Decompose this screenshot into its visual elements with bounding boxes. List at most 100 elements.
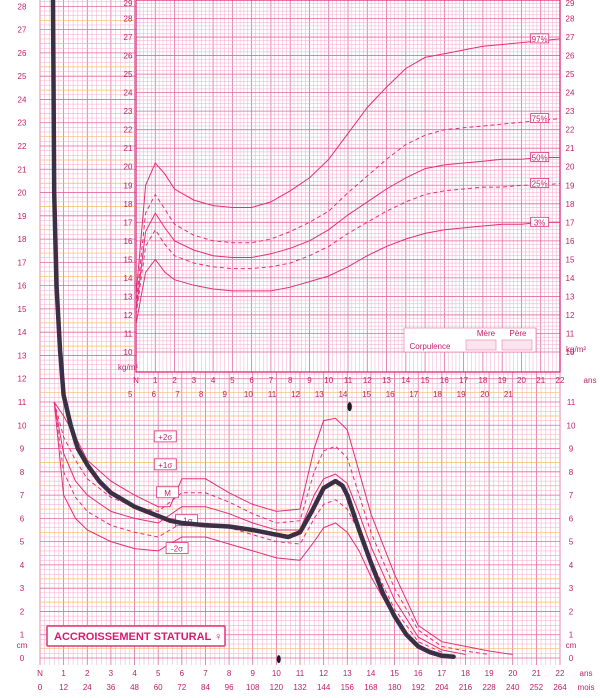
x-tick-months: 156: [341, 683, 355, 692]
chart-title: ACCROISSEMENT STATURAL ♀: [54, 631, 222, 643]
x-tick-months: 204: [435, 683, 449, 692]
x-tick-months: 72: [177, 683, 186, 692]
x-tick-months: 168: [364, 683, 378, 692]
x-tick-months: 12: [59, 683, 68, 692]
y-tick-left: 28: [18, 2, 27, 11]
x-tick-years: 12: [319, 669, 328, 678]
x-tick-top-growth: 20: [480, 390, 489, 399]
corpulence-legend-mere: Mère: [477, 329, 496, 338]
bmi-percentile-curve-4: [135, 221, 560, 325]
y-tick-left: 14: [18, 328, 27, 337]
bmi-y-tick-right: 29: [566, 0, 575, 8]
bmi-x-tick: 13: [382, 376, 391, 385]
y-tick-left: 8: [20, 468, 25, 477]
x-tick-years: 17: [437, 669, 446, 678]
bmi-x-tick: 11: [344, 376, 353, 385]
bmi-percentile-label-box: [530, 178, 550, 188]
x-axis-label-mois: mois: [578, 683, 595, 692]
x-tick-months: 84: [201, 683, 210, 692]
y-axis-label-cm-right: cm: [566, 641, 577, 650]
bmi-y-tick-right: 12: [566, 311, 575, 320]
bmi-y-tick-right: 17: [566, 218, 575, 227]
y-tick-left: 21: [18, 165, 27, 174]
bmi-y-tick-right: 26: [566, 52, 575, 61]
x-tick-months: 132: [293, 683, 307, 692]
corpulence-legend-title: Corpulence: [410, 342, 451, 351]
x-tick-months: 36: [106, 683, 115, 692]
x-tick-months: 120: [270, 683, 284, 692]
y-tick-left: 1: [20, 631, 25, 640]
bmi-y-tick-left: 22: [124, 126, 133, 135]
bmi-y-tick-left: 11: [124, 329, 133, 338]
bmi-y-tick-right: 18: [566, 200, 575, 209]
x-tick-years: 14: [366, 669, 375, 678]
x-tick-years: 9: [251, 669, 256, 678]
x-tick-top-growth: 15: [362, 390, 371, 399]
x-tick-top-growth: 11: [268, 390, 277, 399]
y-tick-right: 3: [569, 584, 574, 593]
growth-sd-label-box: [156, 486, 180, 499]
y-tick-left: 10: [18, 421, 27, 430]
y-tick-left: 13: [18, 351, 27, 360]
bmi-y-tick-left: 25: [124, 70, 133, 79]
bmi-y-tick-right: 27: [566, 33, 575, 42]
bmi-y-tick-right: 28: [566, 15, 575, 24]
bmi-percentile-label: 50%: [532, 153, 548, 162]
y-tick-left: 22: [18, 142, 27, 151]
x-tick-months: 264: [553, 683, 567, 692]
x-tick-years: 15: [390, 669, 399, 678]
y-tick-right: 4: [569, 561, 574, 570]
chart-title-box: [46, 625, 226, 647]
bmi-panel-border: [135, 0, 561, 373]
x-tick-years: 6: [180, 669, 185, 678]
bmi-percentile-label: 75%: [532, 115, 548, 124]
x-tick-years: 8: [227, 669, 232, 678]
x-tick-years: 16: [414, 669, 423, 678]
x-tick-years: 19: [485, 669, 494, 678]
y-tick-left: 3: [20, 584, 25, 593]
x-axis-label-ans-bottom: ans: [580, 669, 593, 678]
y-tick-left: 17: [18, 258, 27, 267]
bmi-x-tick: 21: [536, 376, 545, 385]
y-tick-right: 7: [569, 491, 574, 500]
bmi-x-tick: 12: [363, 376, 372, 385]
bmi-x-tick: 9: [307, 376, 312, 385]
bmi-y-tick-left: 13: [124, 292, 133, 301]
corpulence-legend-field-pere: [501, 339, 533, 351]
x-tick-months: 228: [482, 683, 496, 692]
bmi-percentile-label: 97%: [532, 35, 548, 44]
bmi-y-tick-left: 23: [124, 107, 133, 116]
bmi-percentile-label-box: [530, 33, 550, 44]
bmi-y-tick-left: 14: [124, 274, 133, 283]
y-tick-left: 15: [18, 305, 27, 314]
x-tick-months: 96: [225, 683, 234, 692]
bmi-y-tick-right: 10: [566, 348, 575, 357]
pen-mark: [276, 655, 281, 664]
x-tick-months: 144: [317, 683, 331, 692]
bmi-x-tick: 1: [153, 376, 158, 385]
growth-sd-label: -1σ: [181, 517, 193, 526]
bmi-y-tick-left: 26: [124, 52, 133, 61]
x-tick-months: 216: [459, 683, 473, 692]
bmi-percentile-curve-3: [135, 182, 561, 315]
bmi-y-tick-left: 16: [124, 237, 133, 246]
y-tick-right: 6: [569, 514, 574, 523]
x-tick-months: 108: [246, 683, 260, 692]
x-tick-months: 48: [130, 683, 139, 692]
bmi-x-tick: 8: [288, 376, 293, 385]
bmi-percentile-label-box: [530, 113, 550, 123]
growth-sd-label: M: [164, 489, 171, 498]
bmi-y-tick-right: 21: [566, 144, 575, 153]
bmi-x-tick: 3: [192, 376, 197, 385]
x-tick-top-growth: 12: [291, 390, 300, 399]
bmi-y-tick-left: 19: [124, 181, 133, 190]
y-tick-left: 20: [18, 189, 27, 198]
bmi-y-tick-left: 18: [124, 200, 133, 209]
bmi-percentile-curve-0: [135, 38, 561, 297]
bmi-x-tick: 2: [172, 376, 177, 385]
y-tick-left: 23: [18, 119, 27, 128]
x-tick-months: 240: [506, 683, 520, 692]
x-tick-years: 3: [109, 669, 114, 678]
bmi-y-tick-right: 22: [566, 126, 575, 135]
